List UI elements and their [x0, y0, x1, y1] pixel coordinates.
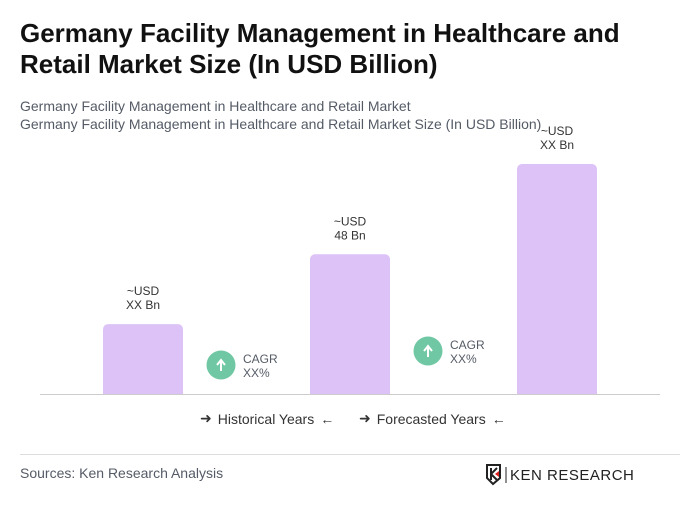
divider — [20, 454, 680, 455]
cagr-label: CAGR — [243, 352, 278, 366]
sources: Sources: Ken Research Analysis — [20, 465, 224, 481]
arrow-up-glyph — [423, 344, 433, 357]
svg-text:KEN RESEARCH: KEN RESEARCH — [510, 467, 634, 484]
legend-forecasted: ➜ Forecasted Years ← — [359, 410, 506, 427]
page-title: Germany Facility Management in Healthcar… — [20, 18, 620, 79]
bar-base — [103, 388, 183, 394]
legend-historical: ➜ Historical Years ← — [200, 410, 334, 427]
data-label: ~USD — [127, 284, 160, 298]
data-label: XX Bn — [126, 298, 160, 312]
legend-label: Historical Years — [217, 410, 315, 427]
subtitle: Germany Facility Management in Healthcar… — [20, 98, 411, 114]
bar-base — [310, 388, 390, 394]
subtitle-2: Germany Facility Management in Healthcar… — [20, 116, 542, 132]
arrow-left-icon: ← — [320, 410, 335, 427]
data-label: 48 Bn — [334, 228, 365, 242]
bar — [517, 164, 597, 394]
data-label: ~USD — [541, 124, 574, 138]
bar — [310, 254, 390, 394]
data-label: ~USD — [334, 214, 367, 228]
data-label: XX Bn — [540, 138, 574, 152]
arrow-up-glyph — [216, 358, 226, 371]
arrow-right-icon: ➜ — [359, 410, 371, 426]
cagr-label: CAGR — [450, 338, 485, 352]
cagr-label: XX% — [450, 352, 477, 366]
ken-research-logo: KEN RESEARCH — [486, 464, 634, 486]
bar-base — [517, 388, 597, 394]
arrow-right-icon: ➜ — [200, 410, 212, 426]
arrow-left-icon: ← — [491, 410, 506, 427]
cagr-label: XX% — [243, 366, 270, 380]
legend-label: Forecasted Years — [376, 410, 486, 427]
bar — [103, 324, 183, 394]
